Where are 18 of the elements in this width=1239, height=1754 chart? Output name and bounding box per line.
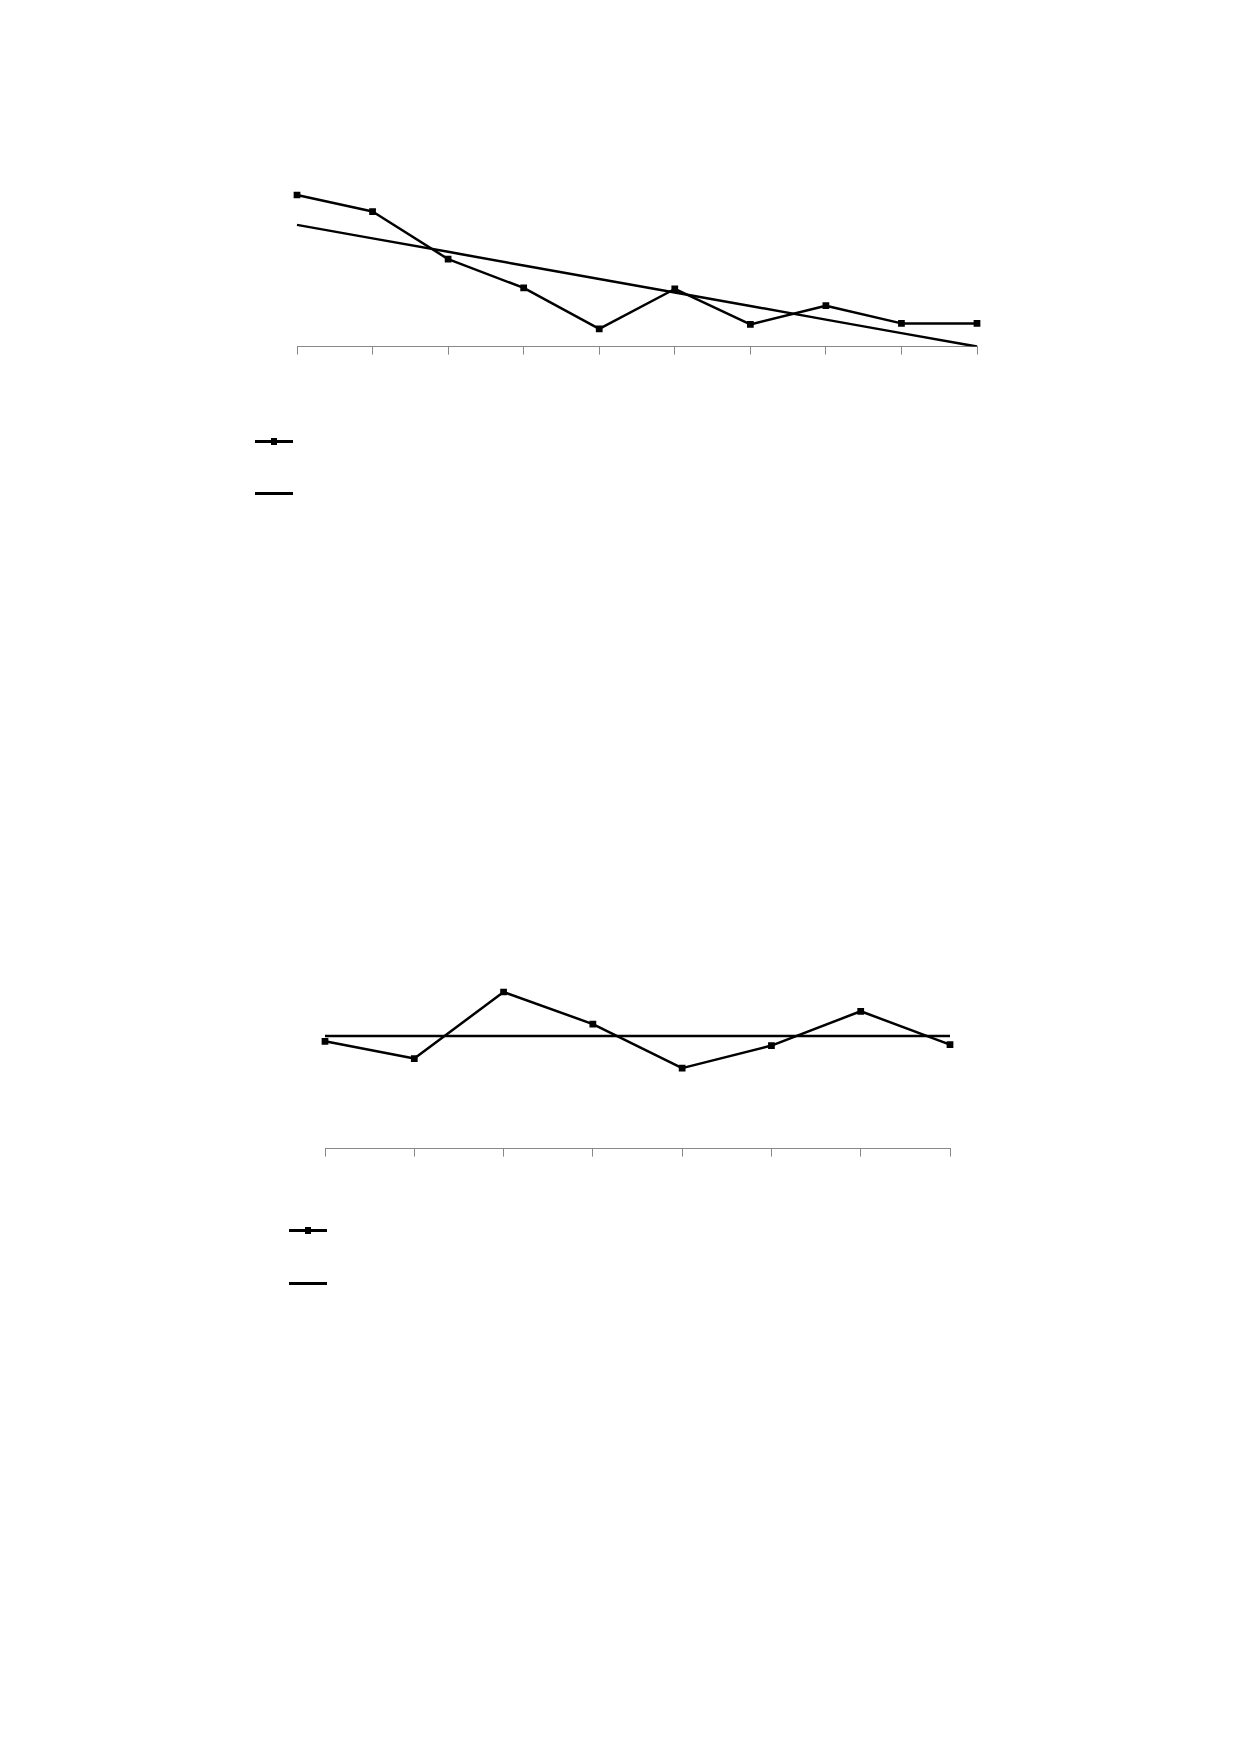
- point: [973, 320, 981, 327]
- point: [321, 1037, 329, 1045]
- point: [369, 208, 376, 215]
- point: [589, 1020, 597, 1028]
- point: [822, 302, 830, 310]
- point: [768, 1042, 775, 1049]
- point: [410, 1055, 418, 1062]
- point: [500, 988, 507, 996]
- point: [671, 285, 679, 293]
- point: [678, 1064, 686, 1072]
- point: [520, 284, 528, 292]
- point: [898, 320, 905, 327]
- point: [293, 191, 301, 199]
- point: [746, 321, 754, 328]
- point: [946, 1041, 954, 1048]
- point: [857, 1007, 865, 1015]
- point: [444, 255, 452, 263]
- point: [595, 325, 603, 333]
